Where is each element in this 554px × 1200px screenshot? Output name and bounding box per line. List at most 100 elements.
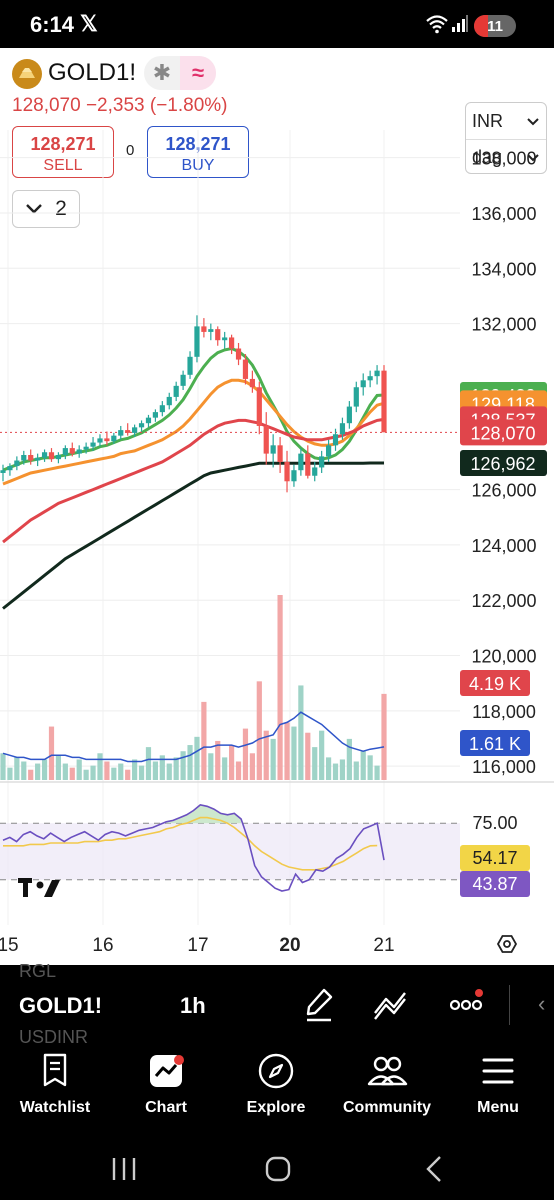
price-axis-tick: 122,000	[471, 591, 536, 611]
volume-bar	[229, 745, 235, 780]
candle-body	[215, 329, 221, 341]
toolbar-symbol[interactable]: GOLD1!	[19, 993, 103, 1018]
candle-body	[229, 337, 235, 349]
candle-body	[48, 452, 55, 460]
status-bar: 6:14 𝕏 11	[0, 0, 554, 48]
candle-body	[360, 380, 366, 388]
volume-bar	[145, 747, 152, 780]
home-button-icon[interactable]	[264, 1155, 292, 1183]
price-axis-tick: 120,000	[471, 647, 536, 667]
volume-bar	[187, 745, 193, 780]
volume-bar	[14, 757, 20, 780]
volume-bar	[194, 736, 200, 780]
volume-bar	[62, 763, 68, 780]
volume-bar	[21, 761, 27, 780]
candle-body	[284, 461, 290, 482]
candle-body	[325, 445, 332, 457]
volume-bar	[201, 701, 207, 780]
volume-bar	[111, 767, 117, 780]
volume-bar	[270, 738, 276, 780]
symbol-name[interactable]: GOLD1!	[48, 59, 137, 86]
sell-button[interactable]: 128,271 SELL	[12, 126, 114, 178]
volume-bar	[83, 769, 89, 780]
nav-menu[interactable]: Menu	[443, 1051, 553, 1117]
candle-body	[208, 329, 214, 332]
sell-label: SELL	[43, 157, 83, 174]
nav-explore[interactable]: Explore	[221, 1051, 331, 1117]
volume-ma-label-box	[460, 730, 530, 756]
volume-bar	[291, 726, 297, 780]
candle-body	[194, 326, 200, 357]
previous-symbol[interactable]: RGL	[19, 961, 57, 981]
asterisk-icon: ✱	[152, 60, 172, 85]
volume-bar	[284, 722, 290, 780]
volume-bar	[277, 595, 283, 780]
candle-body	[111, 435, 117, 442]
candle-body	[263, 425, 269, 454]
nav-chart[interactable]: Chart	[111, 1051, 221, 1117]
candle-body	[125, 430, 131, 433]
candle-body	[381, 370, 387, 433]
volume-bar	[90, 765, 96, 780]
trend-lines-icon[interactable]	[372, 987, 408, 1023]
currency-dropdown[interactable]: INR	[466, 103, 546, 139]
nav-community-label: Community	[343, 1099, 431, 1116]
indicators-count: 2	[55, 197, 67, 220]
candle-body	[312, 467, 318, 476]
toolbar-divider	[509, 985, 510, 1025]
nav-watchlist[interactable]: Watchlist	[0, 1051, 110, 1117]
price-chart[interactable]: 138,000 136,000 134,000 132,000 126,000 124,0…	[0, 130, 554, 965]
interval-value: dag	[472, 147, 503, 167]
price-axis-tick: 136,000	[471, 204, 536, 224]
next-symbol[interactable]: USDINR	[19, 1027, 89, 1045]
time-axis-tick: 15	[0, 935, 19, 956]
candle-body	[346, 406, 352, 424]
candle-body	[249, 378, 255, 388]
volume-bar	[263, 730, 269, 780]
system-navigation-bar	[0, 1150, 554, 1190]
symbol-status-pill[interactable]: ✱ ≈	[144, 56, 216, 90]
watchlist-icon	[43, 1053, 67, 1087]
volume-bar	[215, 740, 221, 780]
candle-body	[41, 452, 48, 458]
volume-bar	[125, 769, 131, 780]
community-icon	[367, 1056, 408, 1086]
more-options-icon[interactable]	[450, 987, 486, 1023]
back-button-icon[interactable]	[424, 1155, 444, 1183]
candle-body	[132, 427, 138, 433]
indicators-toggle-button[interactable]: 2	[12, 190, 80, 228]
candle-body	[339, 423, 346, 435]
volume-bar	[97, 753, 103, 780]
volume-value-label-box	[460, 670, 530, 696]
candle-body	[305, 453, 311, 476]
nav-community[interactable]: Community	[332, 1051, 442, 1117]
volume-bar	[180, 751, 186, 780]
pen-tool-icon[interactable]	[303, 987, 335, 1023]
price-axis-tick: 132,000	[471, 315, 536, 335]
bottom-navigation: Watchlist Chart Explore	[0, 1051, 554, 1121]
settings-hex-icon[interactable]	[496, 935, 518, 953]
chevron-down-icon	[527, 154, 539, 162]
wave-icon: ≈	[180, 56, 216, 90]
spread-value: 0	[126, 142, 135, 159]
candle-body	[222, 337, 228, 341]
chevron-left-icon[interactable]: ‹	[538, 991, 546, 1016]
candle-body	[242, 359, 249, 379]
volume-bar	[55, 755, 62, 780]
volume-bar	[256, 681, 262, 780]
candle-body	[173, 385, 179, 397]
volume-bar	[298, 685, 304, 780]
volume-bar	[138, 765, 145, 780]
price-label-box	[460, 449, 547, 476]
interval-dropdown[interactable]: dag	[466, 139, 546, 175]
volume-bar	[312, 747, 318, 780]
recent-apps-icon[interactable]	[110, 1156, 138, 1182]
currency-selector[interactable]: INR dag	[465, 102, 547, 174]
candle-body	[235, 348, 242, 360]
volume-ma-label: 1.61 K	[469, 734, 521, 754]
price-axis-tick: 126,000	[471, 481, 536, 501]
timeframe-button[interactable]: 1h	[180, 993, 206, 1018]
rsi-signal-line	[3, 816, 378, 871]
x-app-icon: 𝕏	[80, 11, 98, 36]
time-axis-tick: 16	[92, 935, 113, 956]
